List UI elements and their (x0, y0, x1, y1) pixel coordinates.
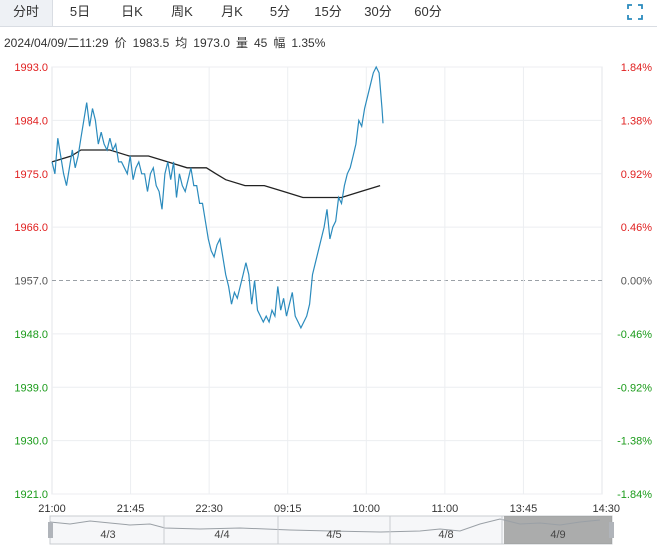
navigator-left-handle[interactable] (48, 522, 53, 538)
pct-tick-label: 0.46% (621, 222, 652, 234)
navigator-date-label: 4/8 (438, 529, 453, 541)
tab-5day[interactable]: 5日 (69, 4, 91, 19)
tab-weekly-k[interactable]: 周K (171, 4, 193, 19)
navigator-date-label: 4/4 (214, 529, 229, 541)
amplitude-label: 幅 (273, 36, 286, 50)
navigator-right-handle[interactable] (609, 522, 614, 538)
pct-tick-label: 1.84% (621, 62, 652, 74)
x-tick-label: 14:30 (592, 503, 620, 515)
x-tick-label: 22:30 (195, 503, 223, 515)
navigator-date-label: 4/5 (326, 529, 341, 541)
y-tick-label: 1984.0 (14, 115, 48, 127)
quote-info-bar: 2024/04/09/二11:29 价 1983.5 均 1973.0 量 45 幅 1.35% (4, 34, 331, 51)
pct-tick-label: -0.46% (617, 329, 652, 341)
x-tick-label: 09:15 (274, 503, 302, 515)
price-value: 1983.5 (132, 36, 170, 50)
pct-tick-label: 0.92% (621, 169, 652, 181)
volume-value: 45 (254, 36, 268, 50)
tab-5min[interactable]: 5分 (269, 4, 291, 19)
price-label: 价 (114, 36, 127, 50)
pct-tick-label: -1.38% (617, 436, 652, 448)
x-tick-label: 11:00 (431, 503, 458, 515)
amplitude-value: 1.35% (291, 36, 326, 50)
pct-tick-label: 0.00% (621, 276, 652, 288)
x-tick-label: 13:45 (510, 503, 538, 515)
date-navigator: 4/3 4/4 4/5 4/8 4/9 (48, 515, 614, 545)
x-tick-label: 10:00 (353, 503, 381, 515)
info-datetime: 2024/04/09/二11:29 (4, 36, 109, 50)
period-tabs: 分时 5日 日K 周K 月K 5分 15分 30分 60分 (0, 0, 657, 27)
tab-60min[interactable]: 60分 (414, 4, 442, 19)
tab-15min[interactable]: 15分 (314, 4, 342, 19)
fullscreen-icon[interactable] (627, 4, 643, 20)
pct-tick-label: -1.84% (617, 489, 652, 501)
y-tick-label: 1966.0 (14, 222, 48, 234)
y-tick-label: 1939.0 (14, 382, 48, 394)
x-tick-label: 21:45 (117, 503, 145, 515)
x-tick-label: 21:00 (38, 503, 66, 515)
tab-30min[interactable]: 30分 (364, 4, 392, 19)
y-tick-label: 1930.0 (14, 436, 48, 448)
tab-monthly-k[interactable]: 月K (221, 4, 243, 19)
navigator-date-label: 4/9 (550, 529, 565, 541)
y-tick-label: 1957.0 (14, 276, 48, 288)
tab-daily-k[interactable]: 日K (121, 4, 143, 19)
y-tick-label: 1921.0 (14, 489, 48, 501)
tab-intraday[interactable]: 分时 (0, 0, 53, 26)
price-line (51, 65, 384, 330)
avg-label: 均 (175, 36, 188, 50)
y-tick-label: 1948.0 (14, 329, 48, 341)
pct-tick-label: 1.38% (621, 115, 652, 127)
avg-value: 1973.0 (193, 36, 230, 50)
navigator-sparkline (49, 518, 601, 533)
pct-tick-label: -0.92% (617, 382, 652, 394)
y-tick-label: 1993.0 (14, 62, 48, 74)
y-tick-label: 1975.0 (14, 169, 48, 181)
navigator-date-label: 4/3 (100, 529, 115, 541)
volume-label: 量 (235, 36, 248, 50)
average-price-line (51, 149, 381, 199)
